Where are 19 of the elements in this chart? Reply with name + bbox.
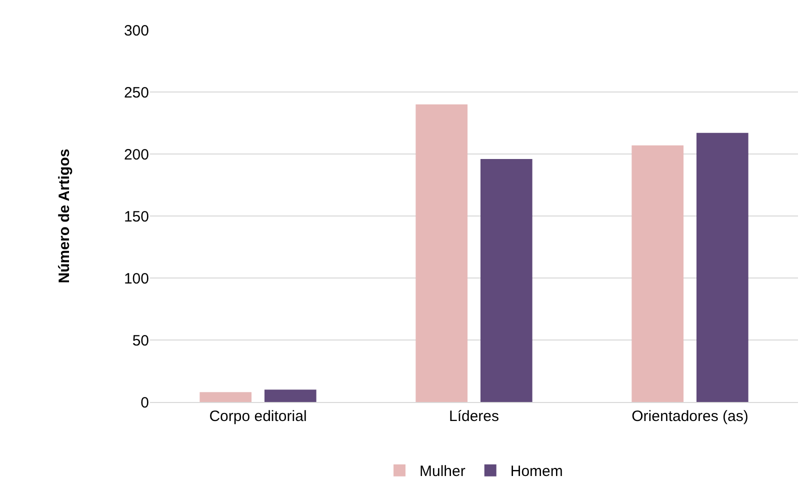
x-tick-label: Corpo editorial [209,408,307,425]
y-tick-label: 50 [132,332,149,350]
y-tick-label: 150 [124,208,149,226]
y-tick-label: 200 [124,146,149,164]
x-tick-label: Líderes [448,408,500,425]
y-tick-label: 250 [124,84,149,102]
legend-label: Homem [510,463,563,480]
y-tick-label: 0 [140,394,149,412]
legend-label: Mulher [420,463,466,480]
y-tick-label: 100 [124,270,149,288]
bar [480,158,532,402]
bar [632,145,684,402]
x-tick-label: Orientadores (as) [632,408,748,425]
bar [264,390,316,402]
y-tick-label: 300 [124,22,149,40]
bar [416,104,468,402]
bar [200,392,252,402]
bar [696,132,748,402]
y-axis-title: Número de Artigos [56,148,74,284]
